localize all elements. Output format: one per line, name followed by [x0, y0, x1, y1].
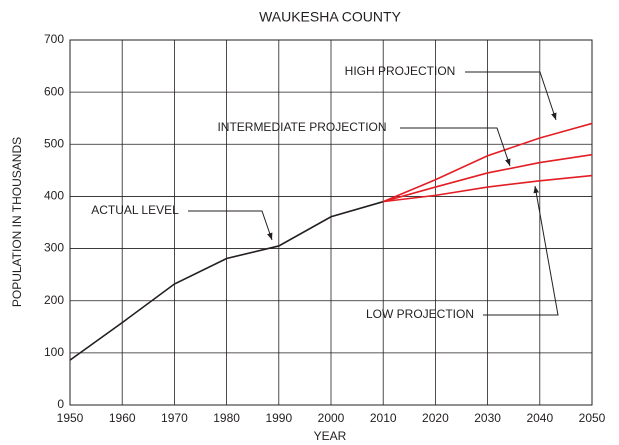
series-line [383, 174, 593, 203]
x-tick-label: 2010 [370, 411, 397, 425]
y-tick-label: 100 [44, 345, 64, 359]
x-tick-label: 2030 [474, 411, 501, 425]
annotation-arrow [465, 71, 557, 121]
x-tick-label: 2000 [318, 411, 345, 425]
annotation-arrow [188, 210, 273, 241]
annotation-label: ACTUAL LEVEL [91, 203, 179, 217]
y-axis-label: POPULATION IN THOUSANDS [10, 137, 24, 307]
x-tick-label: 1960 [109, 411, 136, 425]
x-tick-label: 1950 [57, 411, 84, 425]
annotation-label: LOW PROJECTION [366, 307, 474, 321]
annotation-arrow [400, 127, 511, 167]
y-tick-label: 600 [44, 84, 64, 98]
x-tick-label: 2020 [422, 411, 449, 425]
y-tick-label: 300 [44, 241, 64, 255]
y-tick-label: 400 [44, 189, 64, 203]
series-line [69, 200, 384, 361]
series-line [382, 122, 593, 203]
y-tick-label: 700 [44, 32, 64, 46]
y-tick-label: 500 [44, 136, 64, 150]
x-tick-label: 2050 [579, 411, 606, 425]
series-line [382, 153, 593, 203]
x-tick-label: 1990 [265, 411, 292, 425]
x-axis-label: YEAR [314, 429, 347, 443]
plot-frame [69, 39, 593, 406]
annotation-label: HIGH PROJECTION [345, 64, 456, 78]
y-tick-label: 200 [44, 293, 64, 307]
y-tick-label: 0 [57, 397, 64, 411]
annotation-arrow [483, 185, 559, 316]
annotation-label: INTERMEDIATE PROJECTION [217, 120, 386, 134]
x-tick-label: 1970 [161, 411, 188, 425]
x-tick-label: 2040 [526, 411, 553, 425]
x-tick-label: 1980 [213, 411, 240, 425]
chart-title: WAUKESHA COUNTY [259, 9, 401, 25]
